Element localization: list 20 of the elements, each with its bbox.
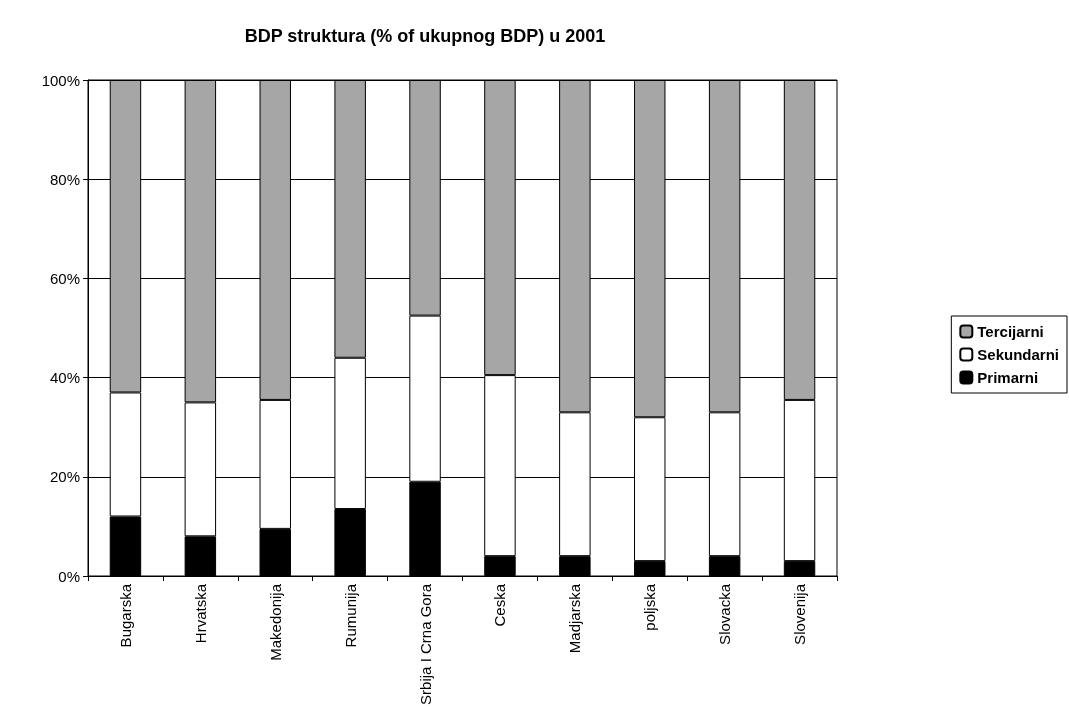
x-tick-label: Hrvatska [191, 583, 209, 644]
x-tick-label: Slovenija [791, 583, 809, 645]
chart-title: BDP struktura (% of ukupnog BDP) u 2001 [244, 26, 606, 46]
legend-label: Sekundarni [977, 346, 1059, 363]
x-tick-label: poljska [641, 583, 659, 631]
y-tick-label: 20% [49, 468, 80, 486]
y-tick-label: 0% [58, 567, 80, 585]
y-tick-label: 40% [49, 369, 80, 387]
x-tick-label: Makedonija [266, 583, 284, 661]
x-tick-label: Ceska [491, 583, 509, 627]
x-tick-label: Rumunija [341, 583, 359, 648]
y-tick-label: 80% [49, 170, 80, 188]
x-tick-label: Bugarska [116, 583, 134, 648]
x-tick-label: Srbija I Crna Gora [416, 583, 434, 705]
x-tick-label: Slovacka [716, 583, 734, 645]
legend-label: Tercijarni [977, 323, 1044, 340]
legend-label: Primarni [977, 369, 1039, 386]
y-tick-label: 60% [49, 269, 80, 287]
y-tick-label: 100% [41, 71, 80, 89]
x-tick-label: Madjarska [566, 583, 584, 654]
